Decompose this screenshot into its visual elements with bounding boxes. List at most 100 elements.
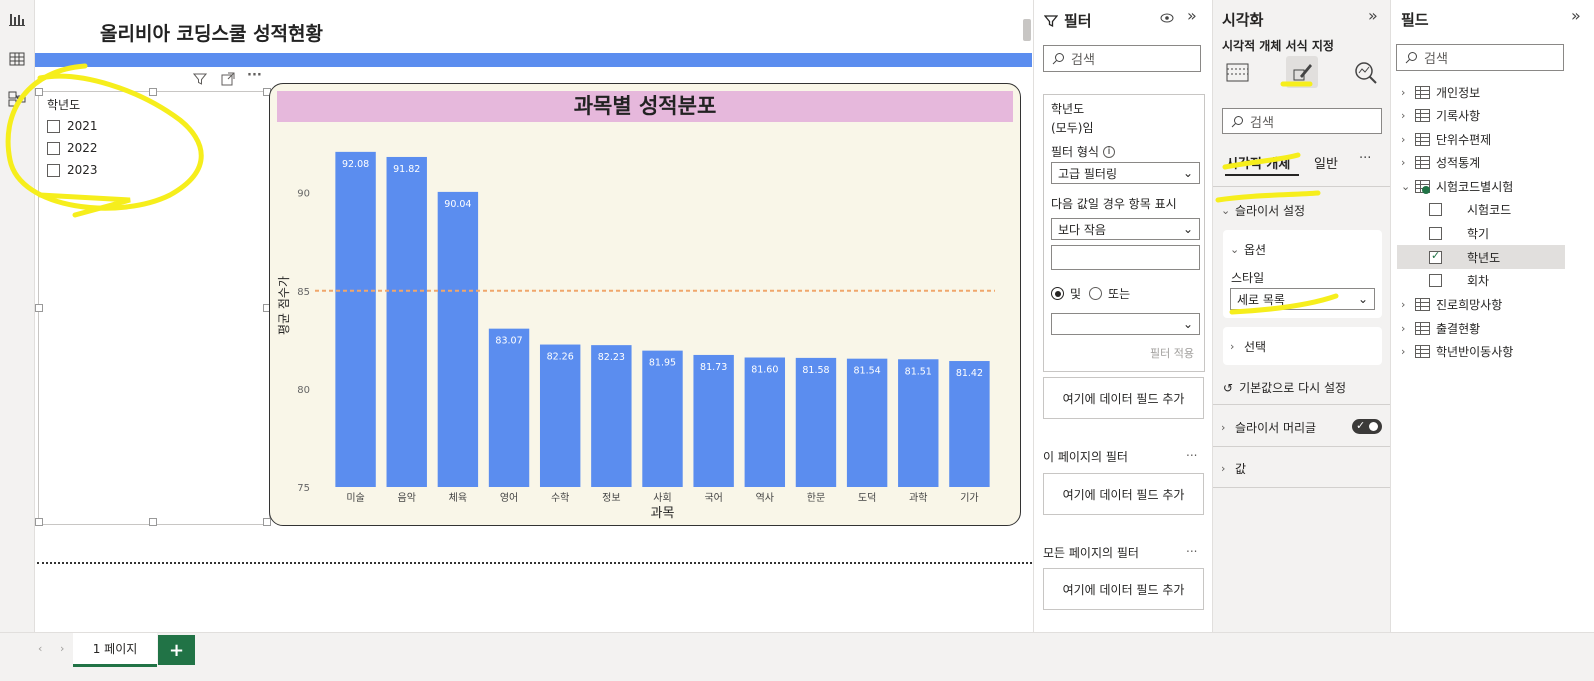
checkbox-checked[interactable]: ✓ <box>1429 249 1442 264</box>
x-tick-label: 도덕 <box>858 492 876 504</box>
add-report-filter-field[interactable]: 여기에 데이터 필드 추가 <box>1043 568 1204 610</box>
field-item[interactable]: 회차 <box>1429 269 1489 291</box>
bar <box>539 344 581 487</box>
filters-search-input[interactable]: 검색 <box>1043 45 1201 72</box>
slicer-option[interactable]: 2021 <box>47 117 98 135</box>
check-icon: ✓ <box>1356 419 1366 432</box>
options-section[interactable]: ⌄ 옵션 <box>1230 241 1266 258</box>
next-page-icon[interactable]: › <box>60 642 65 655</box>
subject-score-chart[interactable]: 과목별 성적분포 75 80 85 90 평균 점수가 92.08 미술 91.82 음악 90.… <box>269 83 1021 526</box>
options-label: 옵션 <box>1244 243 1267 257</box>
collapse-icon[interactable]: » <box>1187 6 1197 25</box>
table-item[interactable]: › 개인정보 <box>1401 81 1480 103</box>
page-tab-1[interactable]: 1 페이지 <box>73 633 157 667</box>
viz-search-input[interactable]: 검색 <box>1222 108 1382 134</box>
add-visual-filter-field[interactable]: 여기에 데이터 필드 추가 <box>1043 377 1204 419</box>
condition-dropdown[interactable]: 보다 작음 ⌄ <box>1051 218 1200 240</box>
checkbox[interactable] <box>1429 202 1442 216</box>
slicer-settings-section[interactable]: ⌄ 슬라이서 설정 <box>1221 202 1305 219</box>
collapse-icon[interactable]: » <box>1571 6 1581 25</box>
fields-search-input[interactable]: 검색 <box>1396 44 1564 71</box>
resize-handle[interactable] <box>35 88 43 96</box>
eye-icon[interactable] <box>1160 12 1174 24</box>
year-slicer[interactable]: 학년도 2021 2022 2023 <box>35 88 271 526</box>
checkbox[interactable] <box>1429 226 1442 240</box>
table-item[interactable]: › 학년반이동사항 <box>1401 340 1513 362</box>
checkbox[interactable] <box>47 119 60 133</box>
and-radio[interactable] <box>1051 287 1064 300</box>
or-radio[interactable] <box>1089 287 1103 300</box>
field-item[interactable]: 시험코드 <box>1429 198 1511 220</box>
more-options-icon[interactable]: ··· <box>247 68 262 83</box>
report-view-icon[interactable] <box>8 10 26 28</box>
analytics-icon[interactable] <box>1353 60 1379 86</box>
slicer-option-label: 2023 <box>67 163 98 177</box>
tab-general[interactable]: 일반 <box>1314 157 1338 172</box>
resize-handle[interactable] <box>149 518 157 526</box>
page-filters-more-icon[interactable]: ... <box>1186 445 1198 459</box>
selection-card[interactable]: › 선택 <box>1223 327 1382 365</box>
table-item[interactable]: › 성적통계 <box>1401 151 1480 173</box>
table-item[interactable]: › 출결현황 <box>1401 317 1480 339</box>
condition-value-input[interactable] <box>1051 245 1200 270</box>
table-name: 출결현황 <box>1436 321 1481 336</box>
resize-handle[interactable] <box>35 518 43 526</box>
resize-handle[interactable] <box>149 88 157 96</box>
filter-type-dropdown[interactable]: 고급 필터링 ⌄ <box>1051 162 1200 184</box>
data-view-icon[interactable] <box>8 50 26 68</box>
search-icon <box>1052 53 1064 65</box>
slicer-header-toggle[interactable]: ✓ <box>1352 419 1382 434</box>
field-item-selected[interactable]: ✓ 학년도 <box>1429 246 1500 268</box>
or-label: 또는 <box>1108 287 1131 301</box>
table-item[interactable]: › 단위수편제 <box>1401 128 1491 150</box>
slicer-option-label: 2021 <box>67 119 98 133</box>
apply-filter-button[interactable]: 필터 적용 <box>1150 347 1194 360</box>
x-tick-label: 국어 <box>704 492 722 504</box>
add-page-button[interactable]: + <box>158 635 195 665</box>
slicer-header-section[interactable]: › 슬라이서 머리글 <box>1221 419 1316 436</box>
model-view-icon[interactable] <box>8 90 26 108</box>
style-dropdown[interactable]: 세로 목록 ⌄ <box>1230 288 1375 310</box>
table-item[interactable]: › 진로희망사항 <box>1401 293 1502 315</box>
x-tick-label: 정보 <box>602 492 620 504</box>
data-label: 83.07 <box>495 336 522 347</box>
data-label: 81.95 <box>649 358 676 369</box>
reset-default-button[interactable]: ↺ 기본값으로 다시 설정 <box>1223 379 1346 396</box>
focus-mode-icon[interactable] <box>221 72 235 90</box>
chart-title-bar: 과목별 성적분포 <box>277 91 1013 122</box>
more-options-icon[interactable]: ··· <box>1359 151 1372 166</box>
page-tabs-bar: ‹ › 1 페이지 + <box>0 632 1594 681</box>
filter-state: (모두)임 <box>1051 121 1094 135</box>
values-section[interactable]: › 값 <box>1221 460 1246 477</box>
add-page-filter-field[interactable]: 여기에 데이터 필드 추가 <box>1043 473 1204 515</box>
search-icon <box>1405 52 1417 64</box>
field-item[interactable]: 학기 <box>1429 222 1489 244</box>
info-icon[interactable]: i <box>1102 145 1115 158</box>
resize-handle[interactable] <box>263 518 271 526</box>
collapse-icon[interactable]: » <box>1368 6 1378 25</box>
filter-card-year[interactable]: 학년도 (모두)임 필터 형식 i 고급 필터링 ⌄ 다음 값일 경우 항목 표시… <box>1043 94 1205 372</box>
build-visual-icon[interactable] <box>1225 61 1251 85</box>
checkbox[interactable] <box>1429 273 1442 287</box>
format-visual-tab[interactable] <box>1286 56 1318 88</box>
tab-visual[interactable]: 시각적 개체 <box>1226 157 1291 172</box>
slicer-option[interactable]: 2023 <box>47 161 98 179</box>
slicer-option-label: 2022 <box>67 141 98 155</box>
checkbox[interactable] <box>47 163 60 177</box>
report-canvas: 올리비아 코딩스쿨 성적현황 ··· 학년도 2021 2022 2023 과목… <box>35 0 1032 632</box>
resize-handle[interactable] <box>35 304 43 312</box>
all-pages-filters-more-icon[interactable]: ... <box>1186 541 1198 555</box>
slicer-option[interactable]: 2022 <box>47 139 98 157</box>
table-item[interactable]: › 기록사항 <box>1401 104 1480 126</box>
filter-icon[interactable] <box>192 72 208 90</box>
second-condition-dropdown[interactable]: ⌄ <box>1051 313 1200 335</box>
options-card: ⌄ 옵션 스타일 세로 목록 ⌄ <box>1223 230 1382 318</box>
table-item-expanded[interactable]: ⌄ 시험코드별시험 <box>1401 175 1513 197</box>
prev-page-icon[interactable]: ‹ <box>38 642 43 655</box>
table-name: 개인정보 <box>1436 85 1481 100</box>
x-tick-label: 역사 <box>756 492 774 504</box>
canvas-scrollbar[interactable] <box>1023 19 1031 41</box>
data-label: 81.60 <box>751 364 778 375</box>
checkbox[interactable] <box>47 141 60 155</box>
chevron-down-icon: ⌄ <box>1221 204 1231 217</box>
